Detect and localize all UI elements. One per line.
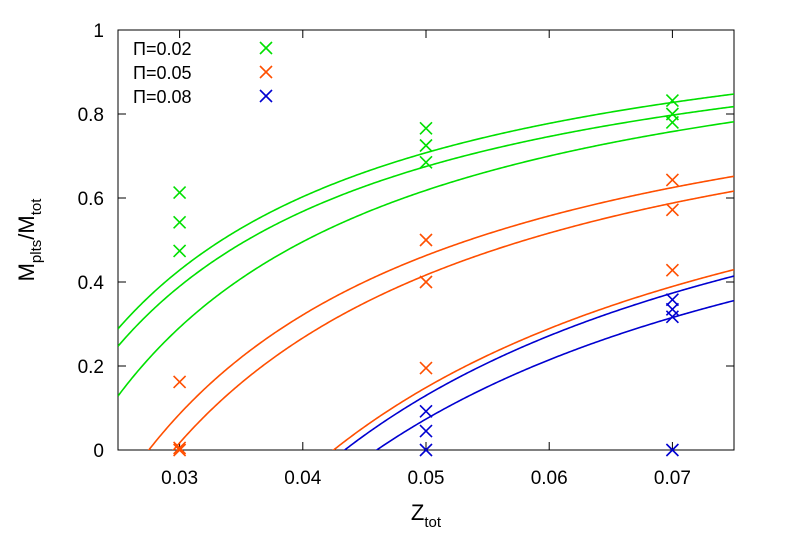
y-tick-label: 0 [93,441,104,462]
data-point-marker [665,203,679,217]
fit-curve [147,175,734,450]
data-point-marker [419,424,433,438]
x-axis-label: Ztot [411,500,442,531]
fit-curves [118,93,734,450]
y-axis-label-subscript-2: tot [28,198,45,216]
axis-ticks: 0.03 0.04 0.05 0.06 0.07 0 0.2 0.4 0.6 0.8 1 [78,21,734,489]
data-point-marker [665,293,679,307]
data-point-marker [665,93,679,108]
data-point-marker [419,404,433,418]
data-point-marker [173,244,187,258]
y-axis-label: Mplts/Mtot [14,198,45,282]
x-axis-label-main: Z [411,500,424,525]
data-point-marker [665,115,679,129]
fit-curve [332,268,734,450]
fit-curve [172,190,734,450]
data-markers [173,93,679,457]
data-point-marker [173,441,187,455]
data-point-marker [419,121,433,135]
legend-entry-label: Π=0.08 [133,87,192,107]
y-axis-label-subscript-1: plts [28,240,45,263]
x-tick-label: 0.06 [531,468,568,489]
data-point-marker [665,310,679,324]
data-point-marker [419,233,433,247]
y-tick-label: 1 [93,21,104,42]
fit-curve [118,120,734,397]
data-point-marker [665,443,679,457]
y-tick-label: 0.4 [78,273,105,294]
fit-curve [118,105,734,347]
x-tick-label: 0.03 [161,468,198,489]
x-tick-label: 0.07 [654,468,691,489]
data-point-marker [173,375,187,389]
data-point-marker [419,275,433,289]
legend-entry-marker [259,89,273,103]
legend-entry-marker [259,41,273,55]
data-point-marker [173,215,187,229]
fit-curve [343,275,734,450]
y-tick-label: 0.8 [78,105,104,126]
legend-entry-label: Π=0.02 [133,39,192,59]
legend: Π=0.02 Π=0.05 Π=0.08 [133,39,273,107]
y-axis-label-divisor: /M [14,215,39,239]
y-tick-label: 0.6 [78,189,104,210]
data-point-marker [419,361,433,375]
data-point-marker [419,443,433,457]
data-point-marker [665,173,679,187]
x-axis-label-subscript: tot [424,514,442,531]
data-point-marker [665,263,679,277]
x-tick-label: 0.04 [284,468,321,489]
y-tick-label: 0.2 [78,357,104,378]
data-point-marker [173,443,187,457]
legend-entry-marker [259,65,273,79]
data-point-marker [419,155,433,169]
fit-curve [118,93,734,330]
fit-curve [375,299,734,450]
data-point-marker [419,138,433,153]
y-axis-label-main: M [14,263,39,281]
legend-entry-label: Π=0.05 [133,63,192,83]
data-point-marker [173,185,187,200]
x-tick-label: 0.05 [408,468,445,489]
